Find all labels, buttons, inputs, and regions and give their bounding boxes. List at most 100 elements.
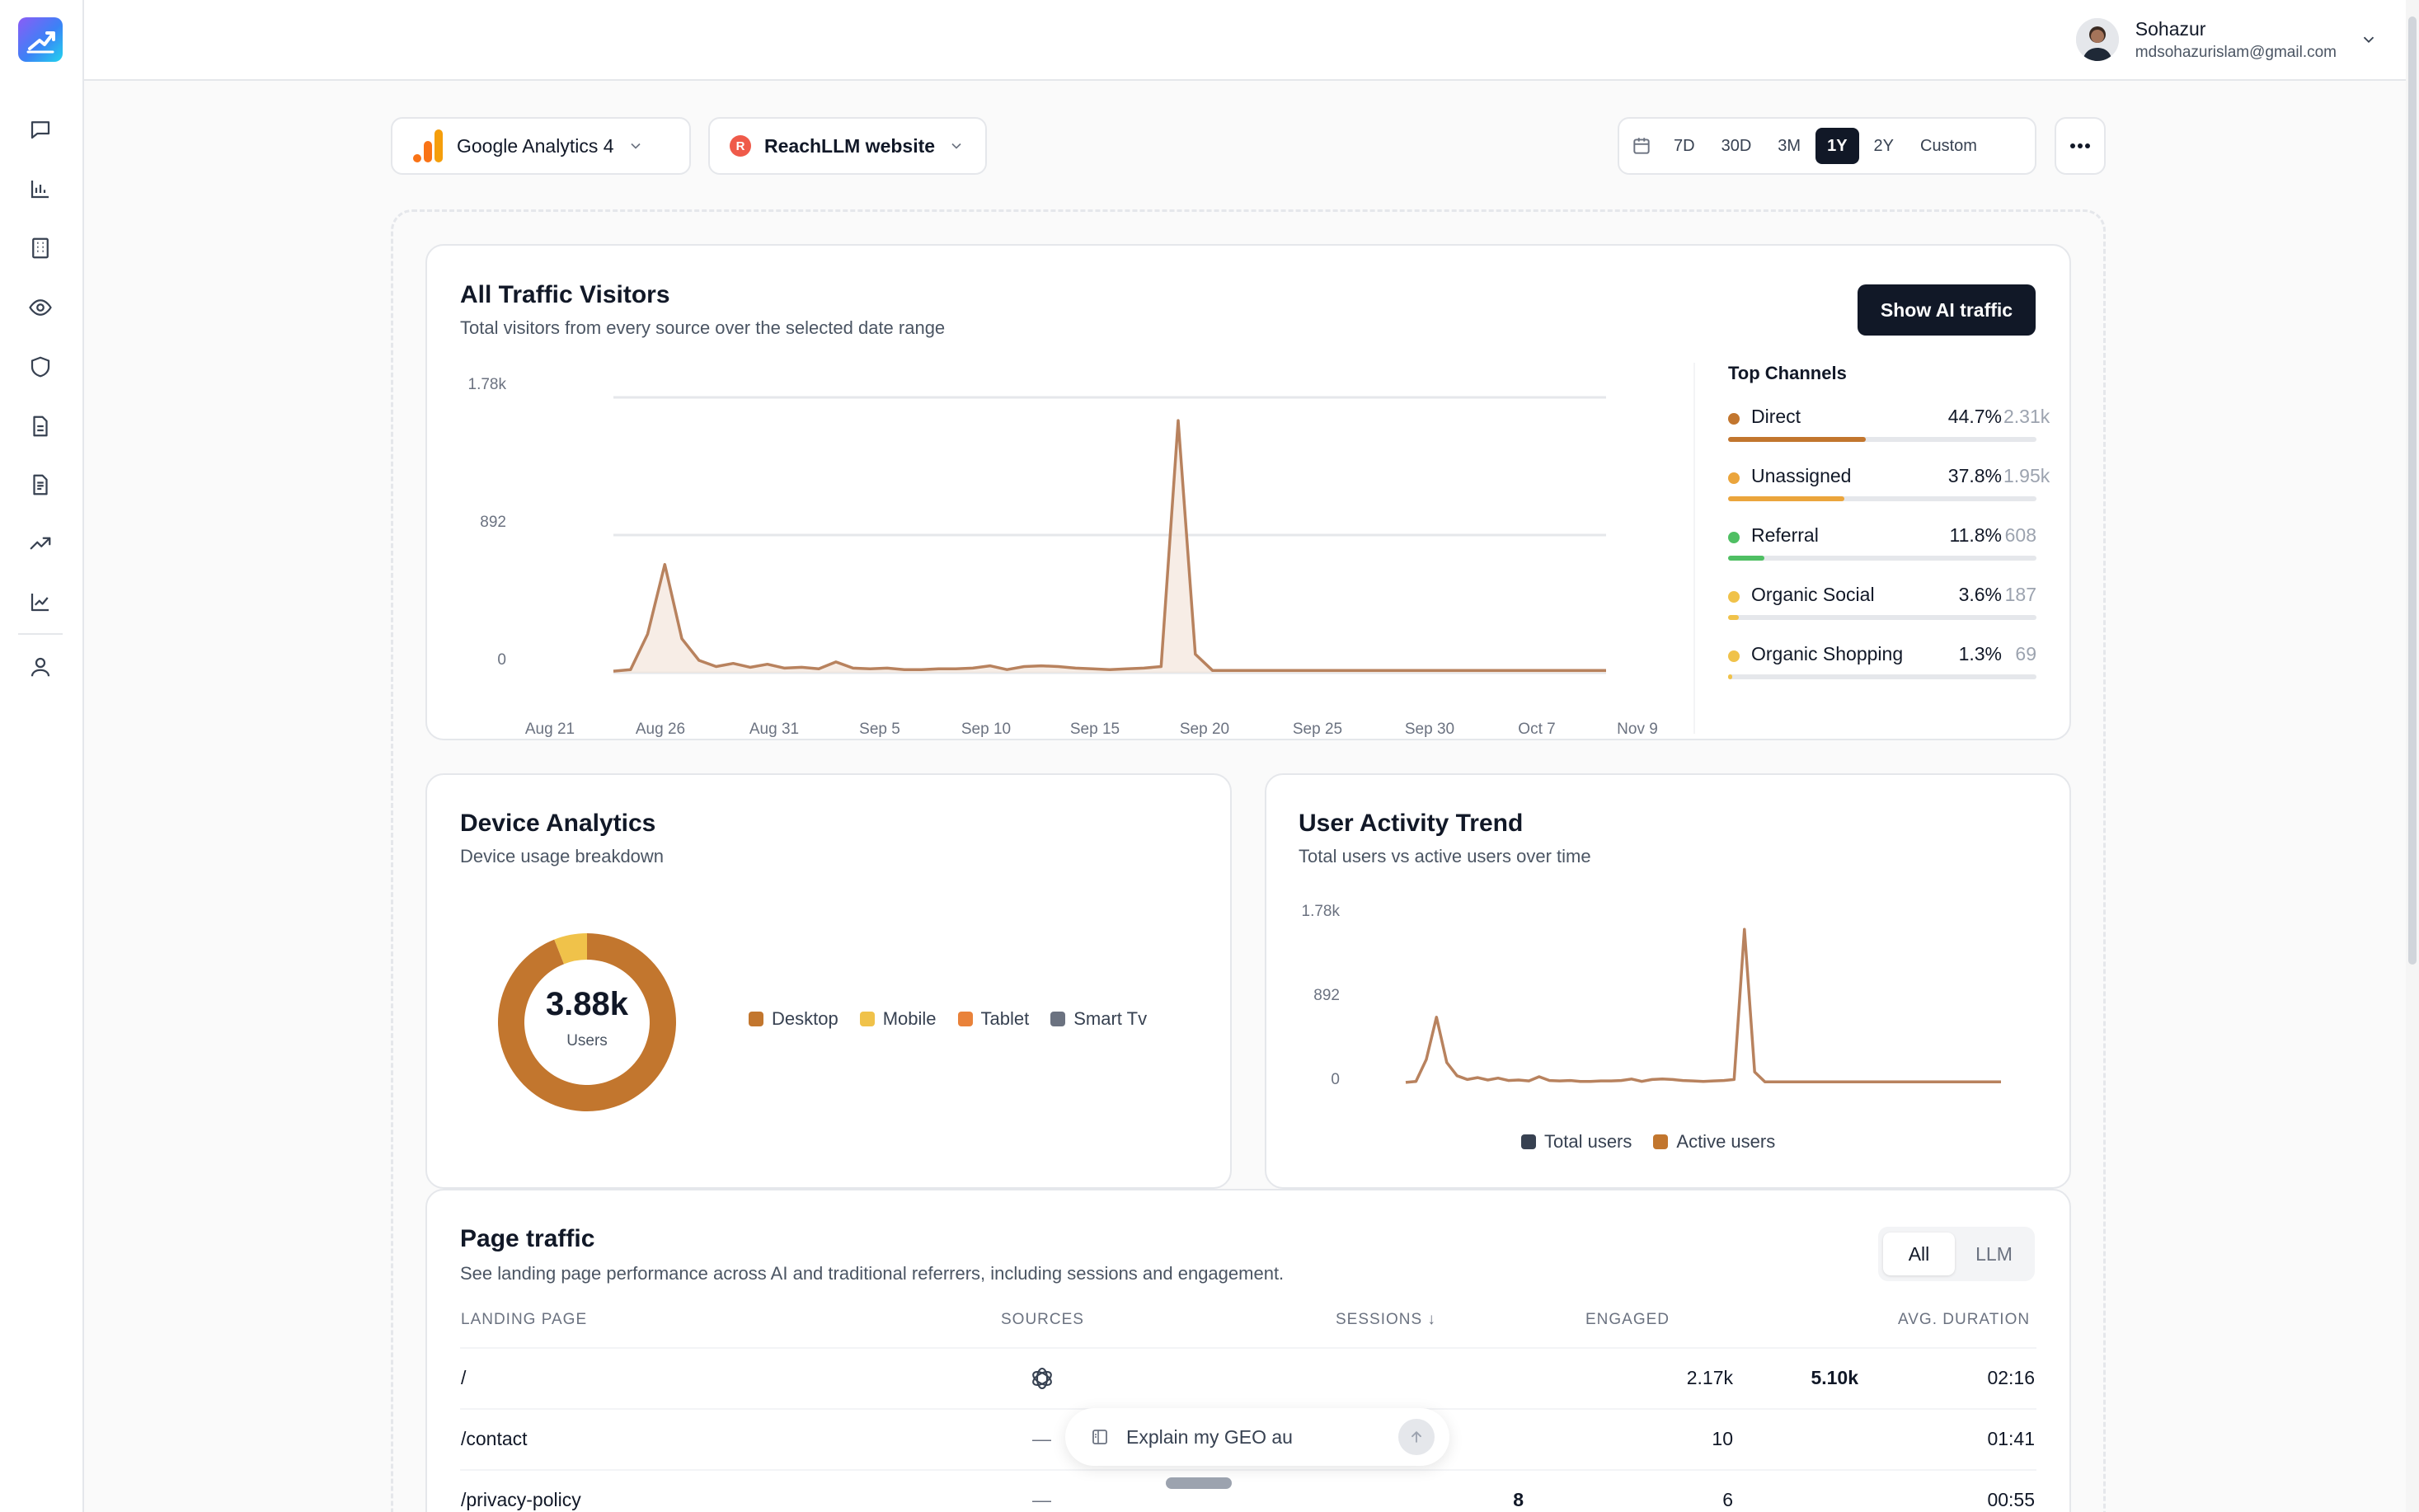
x-tick-label: Aug 26 [636, 721, 685, 738]
document-icon[interactable] [25, 411, 56, 442]
row-engaged: 6 [1722, 1489, 1733, 1510]
legend-swatch [957, 1012, 973, 1026]
eye-icon[interactable] [25, 292, 56, 323]
row-duration: 01:41 [1987, 1428, 2035, 1449]
channel-dot [1728, 413, 1740, 425]
line-chart-icon[interactable] [25, 586, 56, 617]
site-favicon: R [730, 135, 751, 157]
channel-count: 2.31k [2003, 406, 2050, 427]
x-tick-label: Sep 15 [1070, 721, 1120, 738]
website-dropdown[interactable]: R ReachLLM website [708, 117, 987, 175]
drag-handle[interactable] [1166, 1477, 1232, 1489]
building-icon[interactable] [25, 232, 56, 264]
traffic-chart-grid [613, 396, 1606, 674]
user-name: Sohazur [2135, 17, 2206, 40]
channel-count: 69 [2015, 643, 2036, 664]
channel-percent: 11.8% [1949, 524, 2002, 546]
legend-label: Active users [1676, 1131, 1776, 1152]
top-channels: Top Channels Direct 44.7% 2.31k Unassigned 3… [1728, 363, 2050, 702]
x-tick-label: Sep 25 [1293, 721, 1342, 738]
document-alt-icon[interactable] [25, 469, 56, 500]
table-row[interactable]: / 5.10k 2.17k 02:16 [460, 1347, 2036, 1408]
range-custom-button[interactable]: Custom [1920, 136, 1977, 155]
range-3m-button[interactable]: 3M [1778, 136, 1801, 155]
user-icon[interactable] [25, 651, 56, 683]
traffic-chart: 0 892 1.78k Aug 21 Aug 26 Aug 31 Sep 5 Sep 10 S… [468, 376, 1658, 738]
shield-icon[interactable] [25, 351, 56, 383]
channel-dot [1728, 532, 1740, 543]
sidebar [0, 0, 84, 1512]
channel-bar-track [1728, 556, 2036, 561]
trending-up-icon[interactable] [25, 528, 56, 559]
x-tick-label: Sep 10 [961, 721, 1011, 738]
legend-label: Desktop [772, 1008, 838, 1029]
range-2y-button[interactable]: 2Y [1873, 136, 1895, 155]
channel-bar-track [1728, 437, 2036, 442]
device-total: 3.88k [545, 986, 629, 1022]
traffic-area [613, 420, 1606, 673]
column-engaged[interactable]: ENGAGED [1585, 1311, 1670, 1328]
range-30d-button[interactable]: 30D [1721, 136, 1752, 155]
app-logo[interactable] [18, 17, 63, 62]
traffic-subtitle: Total visitors from every source over th… [460, 317, 946, 338]
channel-row[interactable]: Direct 44.7% 2.31k [1728, 406, 2050, 465]
channel-bar-track [1728, 615, 2036, 620]
channel-list: Direct 44.7% 2.31k Unassigned 37.8% 1.95k Refe… [1728, 406, 2050, 702]
y-tick-label: 0 [497, 651, 506, 669]
channel-row[interactable]: Unassigned 37.8% 1.95k [1728, 465, 2050, 524]
channel-row[interactable]: Organic Social 3.6% 187 [1728, 584, 2036, 643]
column-landing-page[interactable]: LANDING PAGE [461, 1311, 588, 1328]
widgets-dropzone [391, 209, 2106, 1512]
channel-bar-fill [1728, 556, 1765, 561]
legend-tablet: Tablet [957, 1008, 1029, 1030]
sidebar-panel-icon[interactable] [1090, 1427, 1110, 1447]
more-options-button[interactable] [2055, 117, 2106, 175]
channel-bar-track [1728, 496, 2036, 501]
page-traffic-title: Page traffic [460, 1225, 595, 1252]
send-button[interactable] [1398, 1419, 1435, 1455]
toggle-llm[interactable]: LLM [1975, 1242, 2013, 1265]
user-menu[interactable]: Sohazur mdsohazurislam@gmail.com [2075, 15, 2378, 64]
channel-count: 1.95k [2003, 465, 2050, 486]
channel-bar-fill [1728, 496, 1845, 501]
chat-input[interactable] [1126, 1425, 1390, 1449]
channel-row[interactable]: Referral 11.8% 608 [1728, 524, 2036, 584]
scrollbar-thumb[interactable] [2408, 16, 2417, 965]
openai-icon [1032, 1367, 1052, 1390]
calendar-icon[interactable] [1631, 135, 1652, 157]
range-1y-button[interactable]: 1Y [1815, 128, 1859, 164]
legend-label: Mobile [882, 1008, 937, 1029]
scrollbar[interactable] [2406, 0, 2419, 1512]
donut-slice-mobile[interactable] [554, 933, 587, 965]
row-duration: 02:16 [1987, 1367, 2035, 1388]
channel-row[interactable]: Organic Shopping 1.3% 69 [1728, 643, 2036, 702]
table-row[interactable]: /privacy-policy — 8 6 00:55 [460, 1469, 2036, 1512]
channel-count: 608 [2004, 524, 2036, 546]
toggle-all[interactable]: All [1883, 1233, 1955, 1275]
device-title: Device Analytics [460, 810, 656, 837]
donut-slice-desktop[interactable] [498, 933, 676, 1111]
x-tick-label: Nov 9 [1617, 721, 1658, 738]
column-sources[interactable]: SOURCES [1001, 1311, 1084, 1328]
avatar [2075, 18, 2119, 61]
device-donut [498, 933, 676, 1111]
analytics-source-dropdown[interactable]: Google Analytics 4 [391, 117, 691, 175]
range-7d-button[interactable]: 7D [1674, 136, 1695, 155]
legend-mobile: Mobile [859, 1008, 937, 1030]
activity-chart-y-axis: 0 892 1.78k [1302, 903, 1341, 1088]
bar-chart-icon[interactable] [25, 173, 56, 204]
column-avg-duration[interactable]: AVG. DURATION [1898, 1311, 2031, 1328]
show-ai-traffic-button[interactable]: Show AI traffic [1858, 284, 2036, 336]
row-page: / [461, 1367, 467, 1388]
legend-swatch [859, 1012, 875, 1026]
column-sessions[interactable]: SESSIONS ↓ [1336, 1311, 1436, 1328]
activity-subtitle: Total users vs active users over time [1299, 846, 1591, 866]
traffic-title: All Traffic Visitors [460, 281, 670, 308]
channel-percent: 44.7% [1947, 406, 2002, 427]
device-legend: Desktop Mobile Tablet Smart Tv [749, 1008, 1147, 1030]
legend-active-users: Active users [1653, 1131, 1775, 1153]
channel-name: Unassigned [1751, 465, 1852, 486]
channel-count: 187 [2004, 584, 2036, 605]
chat-icon[interactable] [25, 114, 56, 145]
